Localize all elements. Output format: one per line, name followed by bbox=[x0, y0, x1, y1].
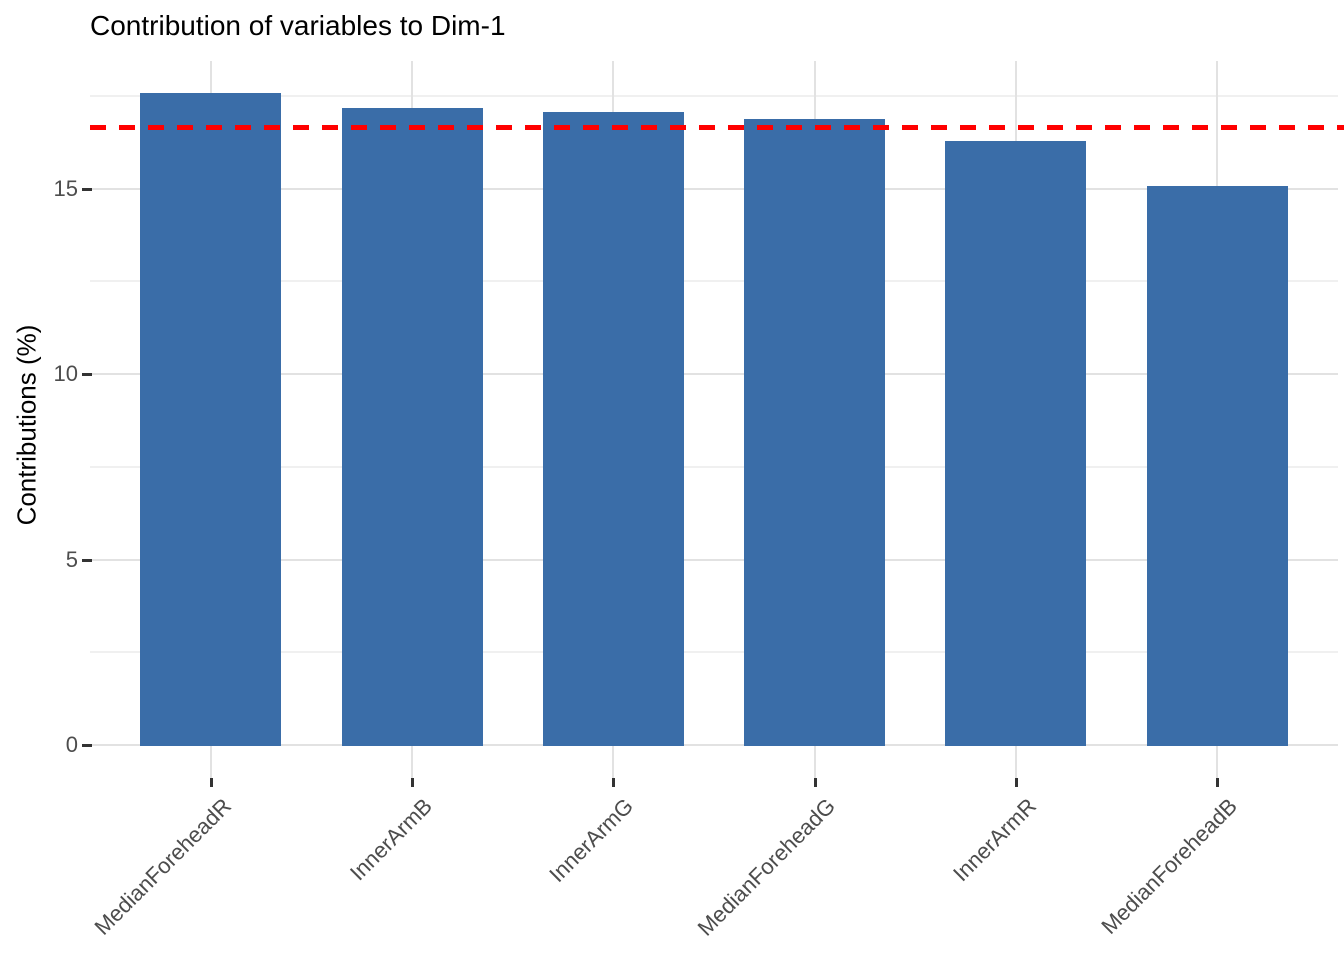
bar-MedianForeheadB bbox=[1146, 185, 1288, 746]
x-axis-tick-mark bbox=[1216, 778, 1220, 787]
bar-InnerArmG bbox=[542, 111, 684, 746]
x-axis-tick-mark bbox=[813, 778, 817, 787]
x-axis-tick-label: InnerArmG bbox=[544, 793, 639, 888]
x-axis-tick-label: InnerArmR bbox=[948, 793, 1041, 887]
x-axis-tick-mark bbox=[411, 778, 415, 787]
y-axis-title: Contributions (%) bbox=[11, 324, 42, 526]
gridline-major-horizontal bbox=[90, 558, 1338, 561]
y-axis-tick-label: 0 bbox=[65, 732, 78, 757]
y-axis-tick-mark bbox=[82, 744, 92, 747]
y-axis-tick-mark bbox=[82, 558, 92, 562]
reference-dashed-line bbox=[90, 124, 1344, 130]
y-axis-tick-label: 10 bbox=[53, 361, 78, 386]
gridline-minor-horizontal bbox=[90, 651, 1338, 654]
y-axis-tick-label: 15 bbox=[53, 175, 78, 201]
bar-InnerArmR bbox=[945, 141, 1087, 746]
gridline-major-horizontal bbox=[90, 744, 1338, 746]
x-axis-tick-label: MedianForeheadG bbox=[692, 793, 840, 941]
chart-title: Contribution of variables to Dim-1 bbox=[90, 10, 506, 41]
gridline-minor-horizontal bbox=[90, 280, 1338, 283]
gridline-minor-horizontal bbox=[90, 94, 1338, 97]
bar-MedianForeheadG bbox=[744, 119, 886, 746]
x-axis-tick-mark bbox=[209, 778, 213, 787]
x-axis-tick-label: MedianForeheadR bbox=[89, 793, 236, 940]
gridline-major-horizontal bbox=[90, 373, 1338, 375]
x-axis-tick-mark bbox=[1014, 778, 1018, 787]
x-axis-tick-mark bbox=[612, 778, 616, 787]
bar-MedianForeheadR bbox=[140, 93, 282, 746]
bar-InnerArmB bbox=[341, 107, 483, 746]
x-axis-tick-label: MedianForeheadB bbox=[1096, 793, 1243, 939]
y-axis-tick-label: 5 bbox=[65, 546, 78, 572]
gridline-major-horizontal bbox=[90, 187, 1338, 190]
x-axis-tick-label: InnerArmB bbox=[344, 793, 438, 886]
gridline-minor-horizontal bbox=[90, 465, 1338, 468]
y-axis-tick-mark bbox=[82, 187, 92, 191]
y-axis-tick-mark bbox=[82, 373, 92, 376]
